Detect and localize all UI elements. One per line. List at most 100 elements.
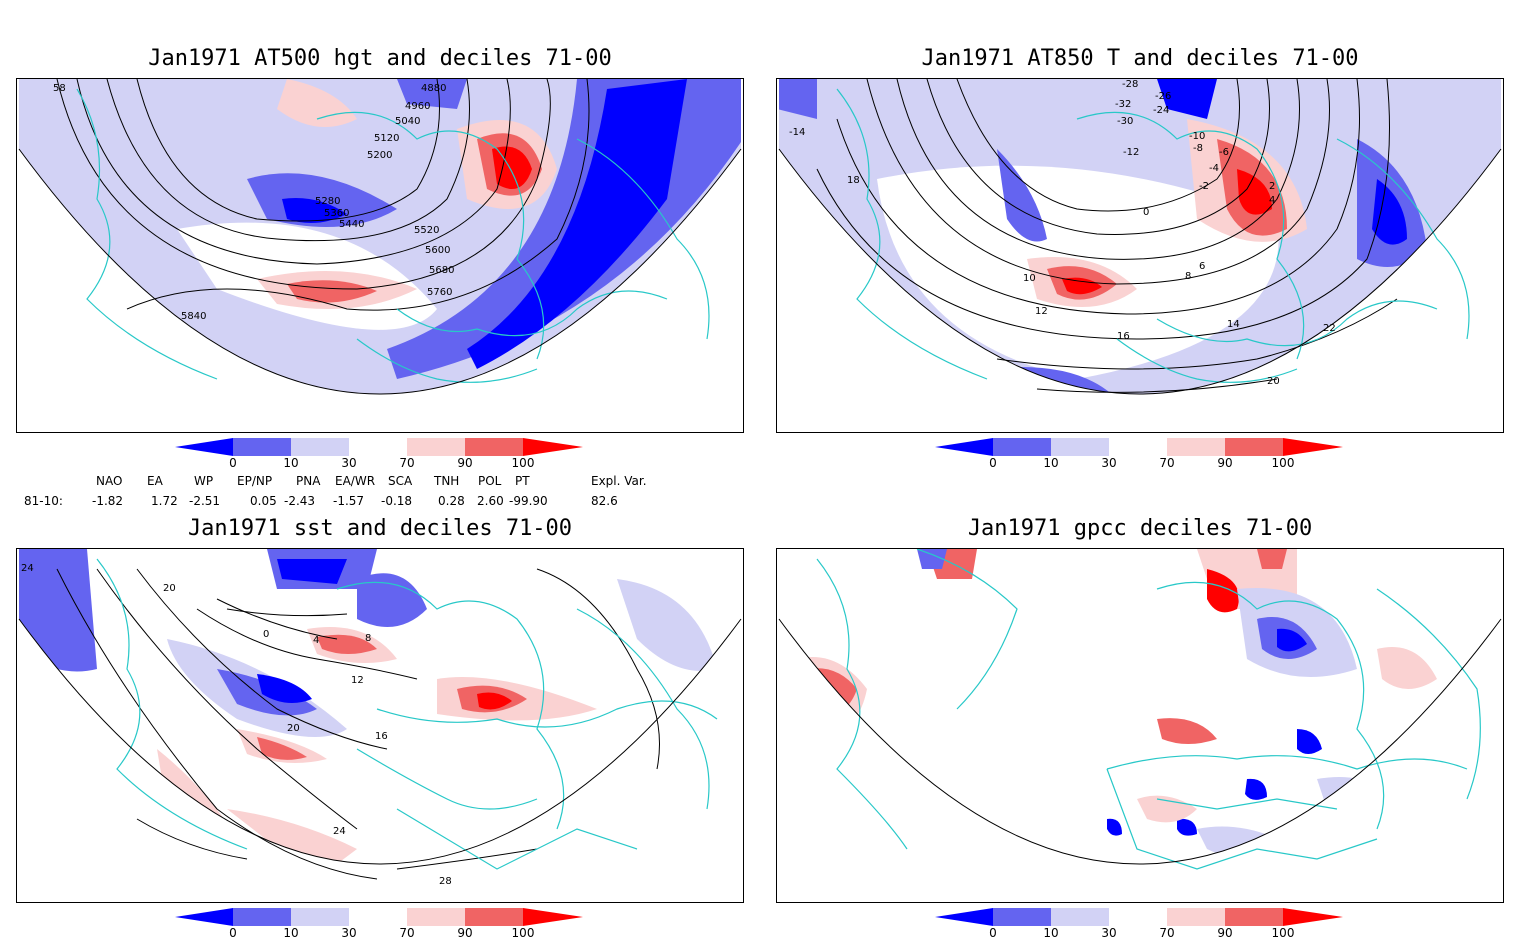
contour-label: 2 [1269, 181, 1275, 192]
index-row-label: 81-10: [24, 494, 63, 508]
contour-label: -30 [1117, 116, 1133, 127]
contour-label: 5520 [414, 225, 439, 236]
index-header: NAO [96, 474, 123, 488]
contour-label: 18 [847, 175, 860, 186]
panel-title-at850: Jan1971 AT850 T and deciles 71-00 [921, 46, 1359, 71]
contour-label: 5680 [429, 265, 454, 276]
contour-label: 20 [163, 583, 176, 594]
colorbar-label: 90 [1217, 456, 1233, 470]
contour-label: 58 [53, 83, 66, 94]
index-header: PT [515, 474, 530, 488]
index-value: 1.72 [151, 494, 178, 508]
map-at500: 4880 4960 5040 5120 5200 5280 5360 5440 … [16, 78, 744, 433]
index-value: 0.05 [250, 494, 277, 508]
colorbar-label: 30 [341, 456, 357, 470]
colorbar-label: 30 [1101, 456, 1117, 470]
colorbar-top-right: 0 10 30 70 90 100 [935, 438, 1355, 478]
index-value: -2.51 [189, 494, 221, 508]
contour-label: 5120 [374, 133, 399, 144]
contour-label: 14 [1227, 319, 1240, 330]
map-at850-canvas: -28 -32 -30 -26 -24 -14 -12 -10 -8 -6 -4… [778, 79, 1502, 395]
contour-label: 4960 [405, 101, 430, 112]
index-value: 2.60 [477, 494, 504, 508]
contour-label: 5200 [367, 150, 392, 161]
contour-label: -14 [789, 127, 805, 138]
contour-label: 0 [263, 629, 269, 640]
colorbar-label: 100 [1271, 456, 1295, 470]
contour-label: -4 [1209, 163, 1219, 174]
colorbar-top-left: 0 10 30 70 90 100 [175, 438, 595, 478]
index-header: PNA [296, 474, 321, 488]
colorbar-label: 70 [399, 456, 415, 470]
map-sst-canvas: 24 20 0 4 8 12 16 20 24 28 [18, 549, 742, 887]
map-gpcc [776, 548, 1504, 903]
contour-label: 8 [1185, 271, 1191, 282]
colorbar-label: 100 [511, 456, 535, 470]
index-header: TNH [434, 474, 460, 488]
index-value: 0.28 [438, 494, 465, 508]
contour-label: -28 [1122, 79, 1138, 90]
contour-label: 16 [1117, 331, 1130, 342]
colorbar-label: 0 [989, 456, 997, 470]
colorbar-label: 10 [1043, 926, 1059, 940]
colorbar-label: 10 [283, 926, 299, 940]
colorbar-label: 30 [1101, 926, 1117, 940]
contour-label: -12 [1123, 147, 1139, 158]
map-at500-canvas: 4880 4960 5040 5120 5200 5280 5360 5440 … [18, 79, 742, 395]
contour-label: 5040 [395, 116, 420, 127]
map-sst: 24 20 0 4 8 12 16 20 24 28 [16, 548, 744, 903]
colorbar-label: 100 [511, 926, 535, 940]
contour-label: -8 [1193, 143, 1203, 154]
contour-label: 8 [365, 633, 371, 644]
colorbar-bottom-right: 0 10 30 70 90 100 [935, 908, 1355, 948]
contour-label: 5600 [425, 245, 450, 256]
colorbar-label: 100 [1271, 926, 1295, 940]
contour-label: 20 [1267, 376, 1280, 387]
colorbar-label: 0 [229, 926, 237, 940]
contour-label: -26 [1155, 91, 1171, 102]
contour-label: 24 [333, 826, 346, 837]
contour-label: -24 [1153, 105, 1169, 116]
contour-label: 5760 [427, 287, 452, 298]
map-at850: -28 -32 -30 -26 -24 -14 -12 -10 -8 -6 -4… [776, 78, 1504, 433]
contour-label: 4 [1269, 195, 1275, 206]
colorbar-label: 90 [1217, 926, 1233, 940]
contour-label: 24 [21, 563, 34, 574]
contour-label: 6 [1199, 261, 1205, 272]
index-header: SCA [388, 474, 413, 488]
contour-label: 5840 [181, 311, 206, 322]
colorbar-label: 0 [229, 456, 237, 470]
index-header: EP/NP [237, 474, 273, 488]
map-gpcc-canvas [778, 549, 1502, 870]
index-header: EA [147, 474, 163, 488]
panel-title-sst: Jan1971 sst and deciles 71-00 [187, 516, 573, 541]
colorbar-label: 70 [1159, 926, 1175, 940]
colorbar-label: 10 [283, 456, 299, 470]
contour-label: -6 [1219, 147, 1229, 158]
contour-label: -2 [1199, 181, 1209, 192]
contour-label: 4880 [421, 83, 446, 94]
contour-label: 4 [313, 635, 319, 646]
colorbar-label: 70 [1159, 456, 1175, 470]
contour-label: 28 [439, 876, 452, 887]
colorbar-label: 30 [341, 926, 357, 940]
index-value: 82.6 [591, 494, 618, 508]
colorbar-bottom-left: 0 10 30 70 90 100 [175, 908, 595, 948]
colorbar-label: 90 [457, 926, 473, 940]
contour-label: 5360 [324, 208, 349, 219]
colorbar-label: 70 [399, 926, 415, 940]
contour-label: 20 [287, 723, 300, 734]
colorbar-label: 10 [1043, 456, 1059, 470]
contour-label: 22 [1323, 323, 1336, 334]
index-value: -1.57 [333, 494, 365, 508]
index-value: -1.82 [92, 494, 124, 508]
contour-label: -10 [1189, 131, 1205, 142]
panel-title-gpcc: Jan1971 gpcc deciles 71-00 [967, 516, 1313, 541]
contour-label: 12 [351, 675, 364, 686]
panel-title-at500: Jan1971 AT500 hgt and deciles 71-00 [148, 46, 612, 71]
index-value: -2.43 [284, 494, 316, 508]
index-value: -99.90 [509, 494, 548, 508]
contour-label: 5280 [315, 196, 340, 207]
contour-label: 5440 [339, 219, 364, 230]
contour-label: 10 [1023, 273, 1036, 284]
